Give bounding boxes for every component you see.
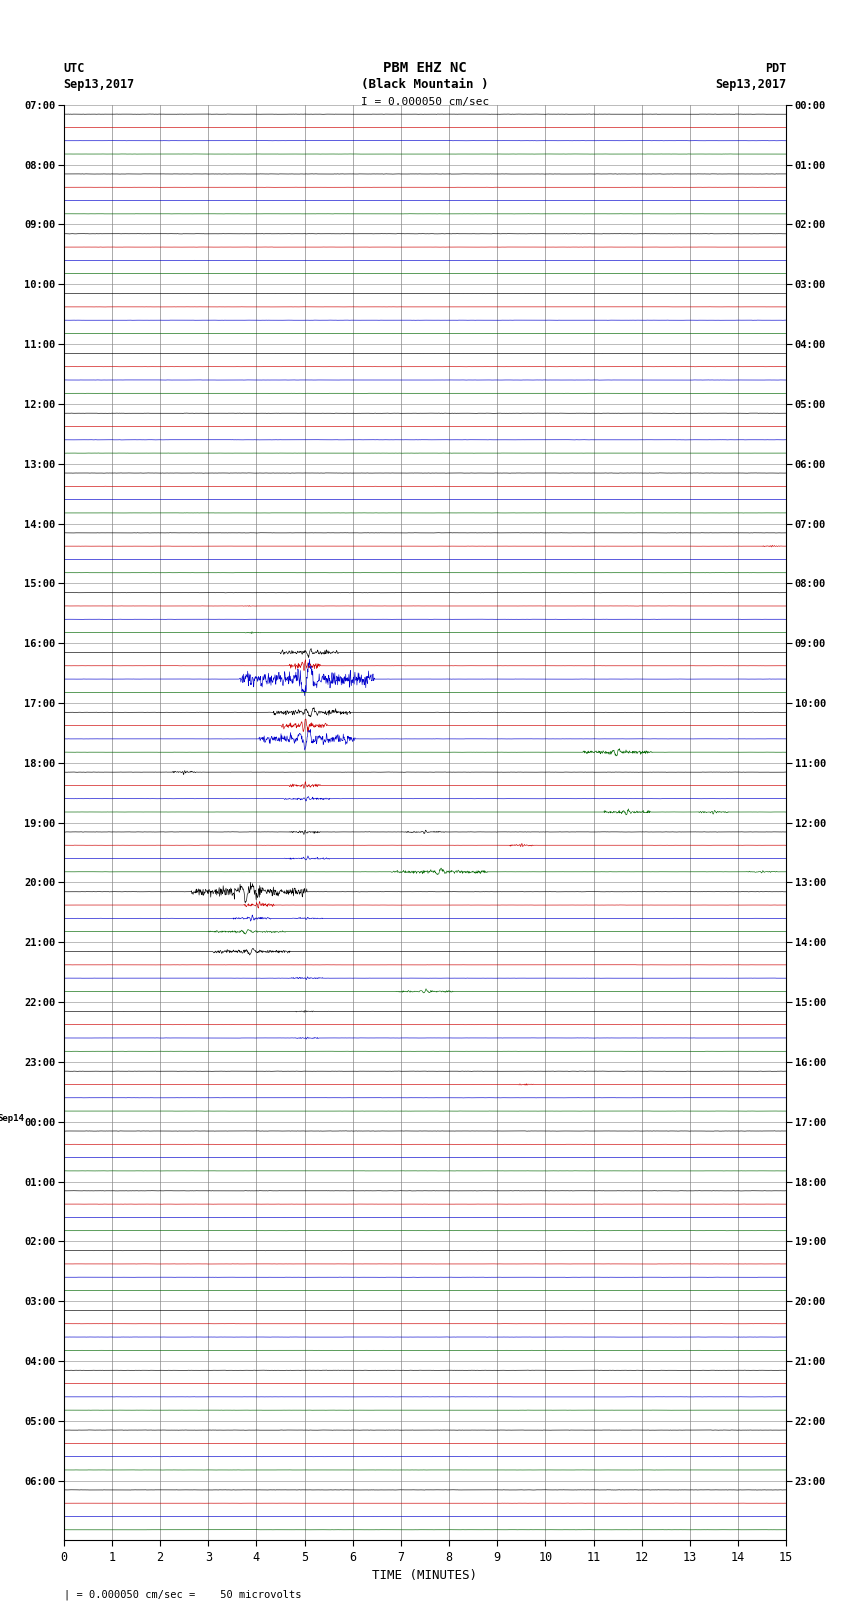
Text: Sep13,2017: Sep13,2017: [715, 77, 786, 90]
Text: Sep13,2017: Sep13,2017: [64, 77, 135, 90]
Text: PDT: PDT: [765, 61, 786, 76]
X-axis label: TIME (MINUTES): TIME (MINUTES): [372, 1569, 478, 1582]
Text: PBM EHZ NC: PBM EHZ NC: [383, 61, 467, 76]
Text: UTC: UTC: [64, 61, 85, 76]
Text: (Black Mountain ): (Black Mountain ): [361, 77, 489, 90]
Text: Sep14: Sep14: [0, 1115, 24, 1123]
Text: | = 0.000050 cm/sec =    50 microvolts: | = 0.000050 cm/sec = 50 microvolts: [64, 1589, 301, 1600]
Text: I = 0.000050 cm/sec: I = 0.000050 cm/sec: [361, 97, 489, 106]
